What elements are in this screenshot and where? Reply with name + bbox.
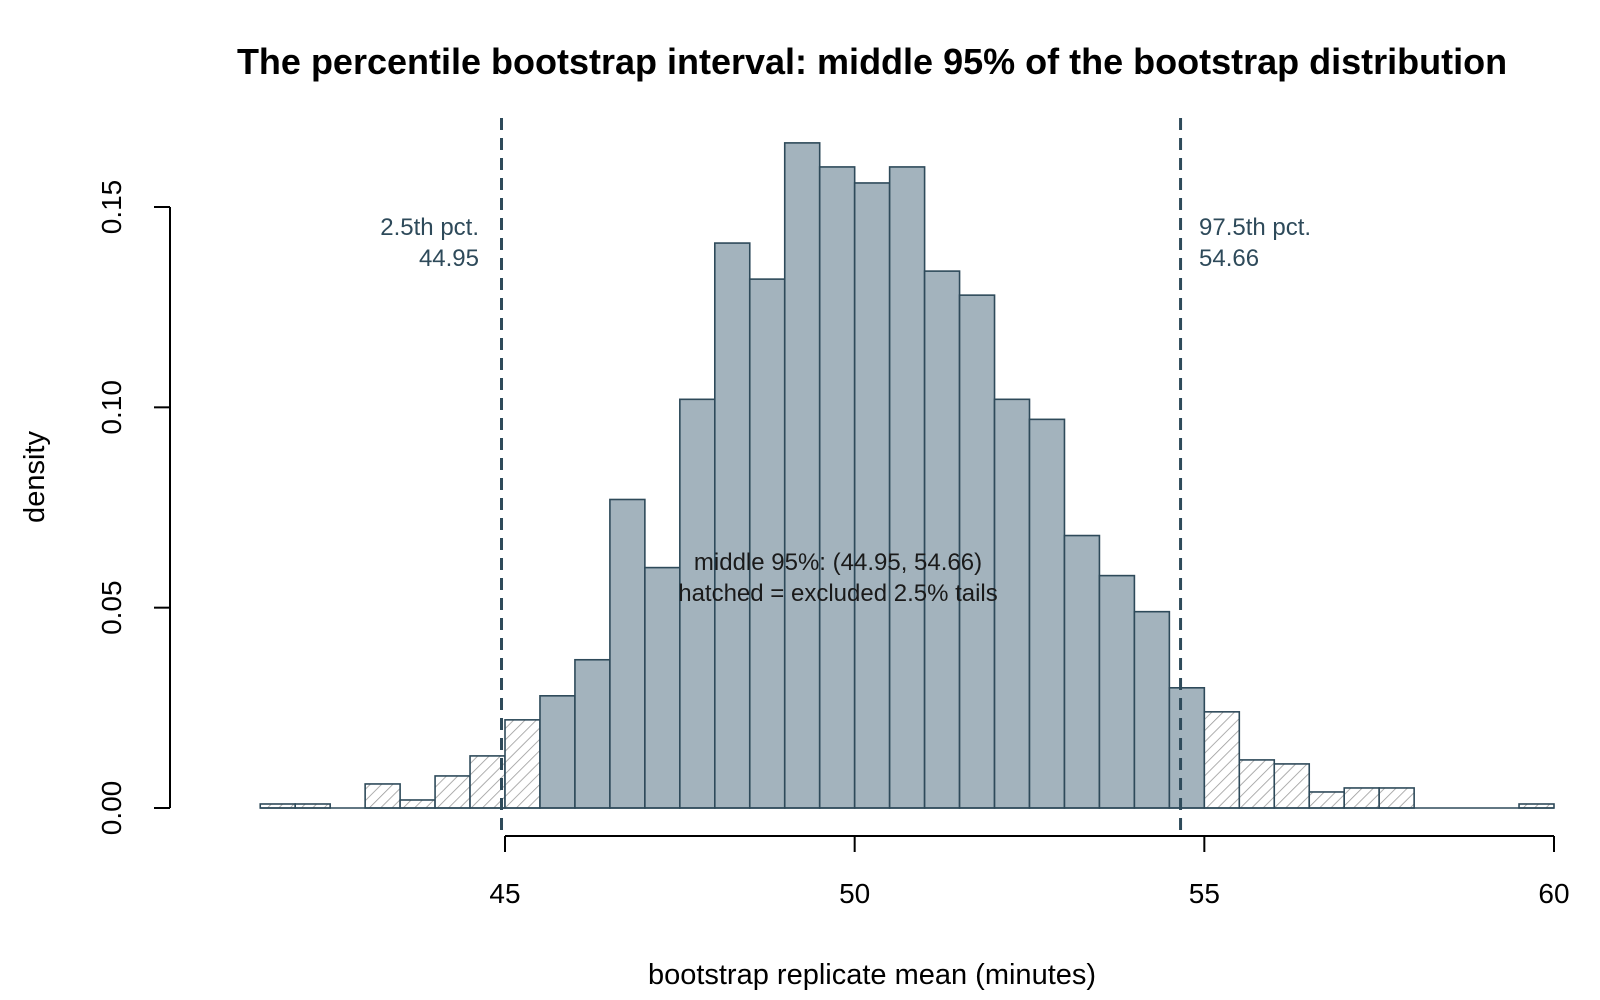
histogram-bar [679,398,716,809]
y-tick-label: 0.05 [96,580,127,635]
histogram-bar [748,278,786,809]
excluded-tail-bar [1203,711,1241,809]
y-tick-label: 0.10 [96,380,127,435]
histogram-bar [539,695,576,809]
excluded-tail-bar [1308,791,1345,809]
lower-percentile-label: 2.5th pct. [380,214,479,241]
histogram-bar [923,270,961,809]
excluded-tail-bar [1343,787,1380,809]
excluded-tail-bar [469,755,506,809]
x-tick-label: 60 [1538,878,1569,909]
histogram-bar [644,566,681,809]
excluded-tail-bar [364,783,401,809]
upper-percentile-label: 97.5th pct. [1199,214,1311,241]
lower-percentile-value: 44.95 [419,245,479,272]
excluded-tail-bar [399,799,436,809]
histogram-bars [259,142,1555,809]
histogram-bar [1133,610,1171,809]
excluded-tail-bar [1238,759,1276,809]
interval-annotation-line2: hatched = excluded 2.5% tails [678,580,998,607]
interval-annotation-line1: middle 95%: (44.95, 54.66) [694,549,982,576]
x-axis-label: bootstrap replicate mean (minutes) [648,959,1096,991]
x-tick-label: 55 [1189,878,1220,909]
x-tick-label: 45 [489,878,520,909]
histogram-bar [853,182,891,809]
y-axis: 0.00 0.05 0.10 0.15 [96,180,171,836]
x-axis: 45 50 55 60 [489,835,1570,909]
y-tick-label: 0.00 [96,781,127,836]
excluded-tail-bar [1273,763,1311,809]
histogram-bar [1168,686,1206,809]
histogram-bar [1098,574,1136,809]
y-tick-label: 0.15 [96,180,127,235]
histogram-bar [818,166,856,809]
histogram-bar [1063,534,1101,809]
upper-percentile-value: 54.66 [1199,245,1259,272]
histogram-bar [783,142,821,809]
histogram-bar [609,498,646,809]
chart-title: The percentile bootstrap interval: middl… [237,41,1507,82]
histogram-bar [713,242,751,809]
excluded-tail-bar [504,719,541,809]
x-tick-label: 50 [839,878,870,909]
excluded-tail-bar [434,775,471,809]
reference-line-labels: 2.5th pct. 44.95 97.5th pct. 54.66 [380,214,1311,272]
histogram-bar [1028,418,1066,809]
interval-annotation: middle 95%: (44.95, 54.66) hatched = exc… [678,549,998,607]
percentile-reference-lines [500,118,1183,838]
histogram-bar [888,166,926,809]
histogram-bar [574,658,611,809]
histogram-bar [993,398,1031,809]
excluded-tail-bar [1378,787,1415,809]
y-axis-label: density [19,431,51,523]
